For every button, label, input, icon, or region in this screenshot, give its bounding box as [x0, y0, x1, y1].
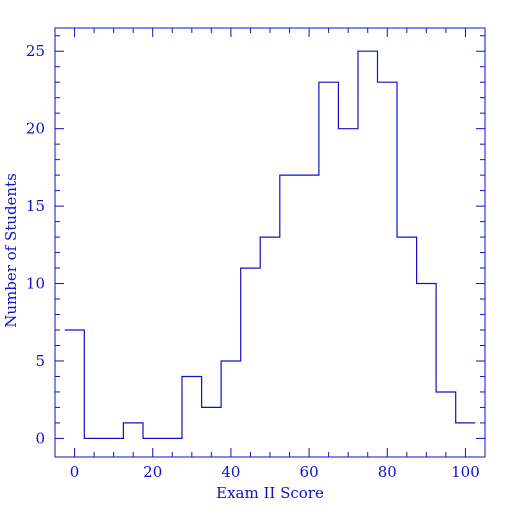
histogram-bar [319, 82, 339, 438]
histogram-bar [182, 376, 202, 438]
y-tick-label: 0 [35, 429, 45, 447]
histogram-bar [338, 129, 358, 439]
axis-tick-labels: 0 20 40 60 80 100 0 5 10 15 20 25 [26, 42, 480, 481]
plot-frame [54, 27, 486, 458]
x-tick-label: 60 [300, 463, 319, 481]
x-tick-label: 20 [143, 463, 162, 481]
histogram-bar [260, 237, 280, 438]
x-axis-label: Exam II Score [216, 484, 324, 502]
histogram-bar [378, 82, 398, 438]
histogram-bar [436, 392, 456, 438]
y-axis-label: Number of Students [2, 173, 20, 328]
histogram-bar [241, 268, 261, 438]
histogram-bar [221, 361, 241, 438]
x-tick-label: 100 [451, 463, 480, 481]
histogram-bins [65, 51, 475, 438]
y-tick-label: 20 [26, 120, 45, 138]
histogram-bar [202, 407, 222, 438]
x-tick-label: 40 [221, 463, 240, 481]
y-tick-label: 5 [35, 352, 45, 370]
histogram-bar [280, 175, 300, 438]
x-tick-label: 0 [70, 463, 80, 481]
x-tick-label: 80 [378, 463, 397, 481]
y-tick-label: 10 [26, 275, 45, 293]
axis-ticks [55, 28, 485, 457]
histogram-bar [65, 330, 85, 438]
y-tick-label: 25 [26, 42, 45, 60]
y-tick-label: 15 [26, 197, 45, 215]
histogram-bar [123, 423, 143, 438]
histogram-step-line [64, 50, 476, 439]
histogram-bar [456, 423, 476, 438]
histogram-bar [358, 51, 378, 438]
histogram-bar [299, 175, 319, 438]
histogram-bar [417, 284, 437, 439]
histogram-bar [397, 237, 417, 438]
